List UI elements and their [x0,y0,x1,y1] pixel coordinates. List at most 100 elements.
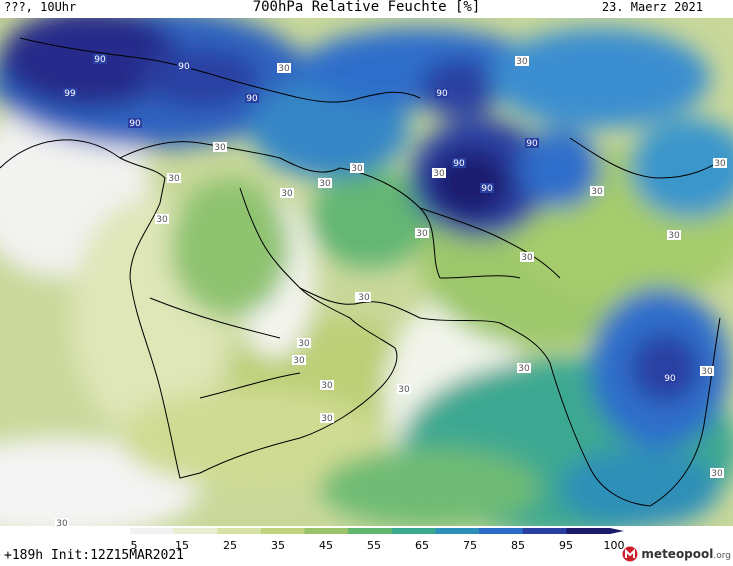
contour-label-text: 90 [481,184,493,194]
contour-label-text: 90 [436,89,448,99]
contour-label-text: 30 [433,169,445,179]
contour-label: 90 [245,93,259,104]
contour-label: 30 [667,230,681,241]
humidity-field [0,18,733,526]
contour-label-text: 30 [714,159,726,169]
contour-label-text: 30 [711,469,723,479]
contour-label-text: 30 [214,143,226,153]
contour-label-text: 30 [321,381,333,391]
contour-label-text: 90 [94,55,106,65]
init-label: +189h Init:12Z15MAR2021 [4,548,185,563]
contour-label: 30 [432,168,446,179]
contour-label-text: 99 [64,89,76,99]
map-title: 700hPa Relative Feuchte [%] [252,0,481,15]
legend-tick-label: 65 [415,539,429,552]
contour-label-text: 30 [351,164,363,174]
contour-label-text: 30 [668,231,680,241]
contour-label-text: 30 [156,215,168,225]
contour-label-text: 30 [358,293,370,303]
coastlines-and-borders [0,37,726,507]
contour-label: 30 [297,338,311,349]
contour-label-text: 90 [178,62,190,72]
contour-label-text: 90 [129,119,141,129]
legend-tick-label: 25 [223,539,237,552]
contour-label-text: 90 [246,94,258,104]
contour-label-text: 30 [321,414,333,424]
legend-tick-label: 55 [367,539,381,552]
contour-label: 30 [517,363,531,374]
contour-label: 30 [213,142,227,153]
legend-swatch [260,528,306,534]
legend-swatch [435,528,480,534]
meteopool-logo-icon [622,546,638,562]
contour-label-text: 90 [664,374,676,384]
contour-label: 30 [167,173,181,184]
contour-label-text: 30 [701,367,713,377]
contour-label: 30 [292,355,306,366]
contour-label-text: 30 [298,339,310,349]
contour-label: 30 [280,188,294,199]
contour-label: 90 [435,88,449,99]
contour-label: 90 [177,61,191,72]
contour-label-text: 30 [278,64,290,74]
legend-tick-label: 45 [319,539,333,552]
humidity-map: 90 90 99 90 90 90 90 90 90 90 30 30 30 3… [0,18,733,526]
contour-labels: 90 90 99 90 90 90 90 90 90 90 30 30 30 3… [55,54,727,526]
contour-label: 30 [320,380,334,391]
legend-swatch [348,528,393,534]
contour-label: 90 [663,373,677,384]
contour-label: 30 [357,292,371,303]
contour-label: 30 [277,63,291,74]
contour-label-text: 30 [518,364,530,374]
legend-tick-label: 75 [463,539,477,552]
contour-label: 30 [320,413,334,424]
contour-label: 30 [155,214,169,225]
brand-logo: meteopool.org [622,545,731,563]
contour-label: 90 [128,118,142,129]
legend-max-arrow [610,528,624,534]
contour-label: 30 [713,158,727,169]
legend-swatch [173,528,218,534]
contour-label-text: 90 [453,159,465,169]
contour-label: 30 [520,252,534,263]
contour-label-text: 30 [168,174,180,184]
contour-label-text: 30 [56,519,68,526]
legend-tick-label: 5 [131,539,138,552]
contour-label: 90 [452,158,466,169]
legend-swatch [217,528,262,534]
contour-label-text: 30 [293,356,305,366]
contour-label: 30 [397,384,411,395]
contour-label: 30 [710,468,724,479]
legend-swatch [566,528,611,534]
legend-tick-label: 95 [559,539,573,552]
contour-label: 90 [480,183,494,194]
contour-label: 30 [700,366,714,377]
contour-label: 90 [93,54,107,65]
contour-label-text: 30 [416,229,428,239]
contour-label: 30 [590,186,604,197]
forecast-time-label: ???, 10Uhr [4,0,77,14]
contour-label-text: 30 [398,385,410,395]
color-legend: 5 15 25 35 45 55 65 75 85 95 100 [130,528,625,552]
legend-tick-label: 85 [511,539,525,552]
contour-label: 30 [318,178,332,189]
contour-label: 90 [525,138,539,149]
contour-label-text: 30 [516,57,528,67]
legend-swatch [130,528,175,534]
legend-tick-label: 15 [175,539,189,552]
map-date: 23. Maerz 2021 [601,0,703,14]
contour-label-text: 30 [591,187,603,197]
contour-label: 30 [350,163,364,174]
brand-name: meteopool.org [641,547,731,561]
contour-label: 30 [415,228,429,239]
contour-label: 30 [55,518,69,526]
contour-label-text: 30 [281,189,293,199]
contour-label-text: 30 [521,253,533,263]
legend-tick-label: 35 [271,539,285,552]
contour-label-text: 30 [319,179,331,189]
contour-label-text: 90 [526,139,538,149]
legend-swatch [391,528,436,534]
legend-swatch [522,528,567,534]
legend-swatch [479,528,524,534]
legend-tick-label: 100 [604,539,625,552]
